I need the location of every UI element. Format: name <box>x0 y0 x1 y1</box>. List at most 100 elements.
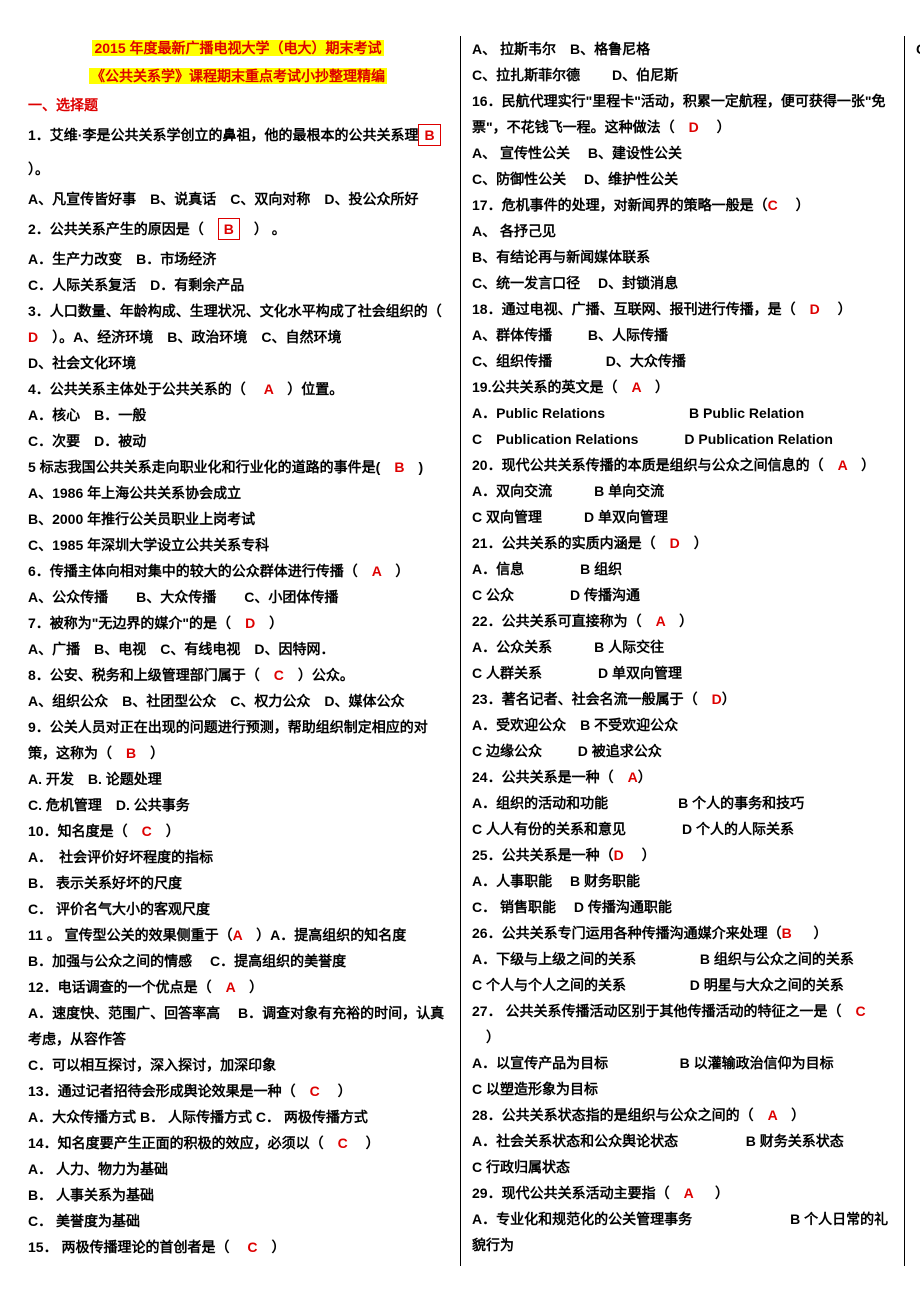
question-text: 23．著名记者、社会名流一般属于（ <box>472 691 712 707</box>
question-11: 11 。 宣传型公关的效果侧重于（A ）A．提高组织的知名度B．加强与公众之间的… <box>28 922 448 974</box>
option-line: B． 表示关系好坏的尺度 <box>28 870 448 896</box>
question-trailing: ） <box>641 379 669 395</box>
question-26: 26．公共关系专门运用各种传播沟通媒介来处理（B ）A．下级与上级之间的关系 B… <box>472 920 892 998</box>
option-line: C．人际关系复活 D．有剩余产品 <box>28 272 448 298</box>
answer-letter: D <box>614 847 624 863</box>
option-line: A、 各抒己见 <box>472 218 892 244</box>
question-trailing: ） <box>348 1135 380 1151</box>
question-trailing: ） <box>624 847 656 863</box>
option-line: A．速度快、范围广、回答率高 B．调查对象有充裕的时间，认真考虑，从容作答 <box>28 1000 448 1052</box>
question-text: 9．公关人员对正在出现的问题进行预测，帮助组织制定相应的对策，这称为（ <box>28 719 428 761</box>
option-line: A． 社会评价好坏程度的指标 <box>28 844 448 870</box>
question-trailing: ） <box>257 1239 285 1255</box>
question-23: 23．著名记者、社会名流一般属于（ D）A．受欢迎公众 B 不受欢迎公众C 边缘… <box>472 686 892 764</box>
section-heading: 一、选择题 <box>28 92 448 118</box>
option-line: A、凡宣传皆好事 B、说真话 C、双向对称 D、投公众所好 <box>28 186 448 212</box>
option-line: C． 美誉度为基础 <box>28 1208 448 1234</box>
question-text: 15． 两极传播理论的首创者是（ <box>28 1239 247 1255</box>
question-trailing: ） <box>136 745 164 761</box>
answer-letter: B <box>418 124 440 146</box>
option-line: C、防御性公关 D、维护性公关 <box>472 166 892 192</box>
option-line: C 公众 D 传播沟通 <box>472 582 892 608</box>
option-line: C. 危机管理 D. 公共事务 <box>28 792 448 818</box>
option-line: C． 销售职能 D 传播沟通职能 <box>472 894 892 920</box>
question-trailing: ） <box>472 1029 500 1045</box>
option-line: B、2000 年推行公关员职业上岗考试 <box>28 506 448 532</box>
question-14: 14．知名度要产生正面的积极的效应，必须以（ C ）A． 人力、物力为基础B． … <box>28 1130 448 1234</box>
answer-letter: D <box>712 691 722 707</box>
question-text: 14．知名度要产生正面的积极的效应，必须以（ <box>28 1135 338 1151</box>
question-text: 3．人口数量、年龄构成、生理状况、文化水平构成了社会组织的（ <box>28 303 456 319</box>
option-line: A．核心 B．一般 <box>28 402 448 428</box>
answer-letter: C <box>855 1003 865 1019</box>
answer-letter: A <box>372 563 382 579</box>
question-text: 26．公共关系专门运用各种传播沟通媒介来处理（ <box>472 925 782 941</box>
question-trailing: ) <box>404 459 423 475</box>
answer-letter: D <box>689 119 699 135</box>
question-7: 7．被称为"无边界的媒介"的是（ D ）A、广播 B、电视 C、有线电视 D、因… <box>28 610 448 662</box>
question-text: 11 。 宣传型公关的效果侧重于（ <box>28 927 233 943</box>
option-line: B、有结论再与新闻媒体联系 <box>472 244 892 270</box>
question-text: 2．公共关系产生的原因是（ <box>28 221 218 237</box>
question-trailing: ） <box>693 1185 729 1201</box>
answer-letter: B <box>394 459 404 475</box>
question-2: 2．公共关系产生的原因是（ B ） 。A．生产力改变 B．市场经济 C．人际关系… <box>28 212 448 298</box>
question-22: 22．公共关系可直接称为（ A ）A．公众关系 B 人际交往C 人群关系 D 单… <box>472 608 892 686</box>
option-line: C Publication Relations D Publication Re… <box>472 426 892 452</box>
question-text: 20．现代公共关系传播的本质是组织与公众之间信息的（ <box>472 457 838 473</box>
question-trailing: ） <box>235 979 263 995</box>
option-line: B． 人事关系为基础 <box>28 1182 448 1208</box>
question-13: 13．通过记者招待会形成舆论效果是一种（ C ）A．大众传播方式 B． 人际传播… <box>28 1078 448 1130</box>
answer-letter: B <box>218 218 240 240</box>
question-trailing: ） <box>320 1083 352 1099</box>
option-line: C 人群关系 D 单双向管理 <box>472 660 892 686</box>
question-text: 24．公共关系是一种（ <box>472 769 628 785</box>
question-trailing: ） <box>699 119 731 135</box>
question-trailing: ） <box>778 197 810 213</box>
answer-letter: C <box>310 1083 320 1099</box>
option-line: C 个人与个人之间的关系 D 明星与大众之间的关系 <box>472 972 892 998</box>
question-text: 5 标志我国公共关系走向职业化和行业化的道路的事件是( <box>28 459 394 475</box>
answer-letter: C <box>274 667 284 683</box>
option-line: C、统一发言口径 D、封锁消息 <box>472 270 892 296</box>
answer-letter: D <box>245 615 255 631</box>
question-24: 24．公共关系是一种（ A）A．组织的活动和功能 B 个人的事务和技巧C 人人有… <box>472 764 892 842</box>
question-trailing: ）。A、经济环境 B、政治环境 C、自然环境 <box>38 329 341 345</box>
question-trailing: ） 。 <box>240 221 286 237</box>
answer-letter: B <box>126 745 136 761</box>
option-line: A．专业化和规范化的公关管理事务 B 个人日常的礼貌行为 <box>472 1206 892 1258</box>
question-trailing: ） <box>792 925 828 941</box>
question-text: 7．被称为"无边界的媒介"的是（ <box>28 615 245 631</box>
question-text: 1．艾维·李是公共关系学创立的鼻祖，他的最根本的公共关系理 <box>28 127 418 143</box>
answer-letter: C <box>247 1239 257 1255</box>
option-line: A． 人力、物力为基础 <box>28 1156 448 1182</box>
option-line: C 行政归属状态 <box>472 1154 892 1180</box>
question-4: 4．公共关系主体处于公共关系的（ A ）位置。A．核心 B．一般 C．次要 D．… <box>28 376 448 454</box>
question-16: 16．民航代理实行"里程卡"活动，积累一定航程，便可获得一张"免票"，不花钱飞一… <box>472 88 892 192</box>
question-trailing: ）A．提高组织的知名度 <box>242 927 406 943</box>
answer-letter: C <box>768 197 778 213</box>
question-trailing: ） <box>722 691 736 707</box>
question-trailing: ）公众。 <box>284 667 354 683</box>
title-line-1: 2015 年度最新广播电视大学（电大）期末考试 <box>92 40 383 56</box>
question-trailing: ） <box>847 457 875 473</box>
answer-letter: D <box>28 329 38 345</box>
option-line: A、1986 年上海公共关系协会成立 <box>28 480 448 506</box>
question-trailing: ）位置。 <box>273 381 343 397</box>
option-line: A．双向交流 B 单向交流 <box>472 478 892 504</box>
question-text: 29．现代公共关系活动主要指（ <box>472 1185 684 1201</box>
question-text: 19.公共关系的英文是（ <box>472 379 631 395</box>
question-21: 21．公共关系的实质内涵是（ D ）A．信息 B 组织C 公众 D 传播沟通 <box>472 530 892 608</box>
question-text: 8．公安、税务和上级管理部门属于（ <box>28 667 274 683</box>
question-18: 18．通过电视、广播、互联网、报刊进行传播，是（ D ）A、群体传播 B、人际传… <box>472 296 892 374</box>
question-6: 6．传播主体向相对集中的较大的公众群体进行传播（ A ）A、公众传播 B、大众传… <box>28 558 448 610</box>
question-8: 8．公安、税务和上级管理部门属于（ C ）公众。A、组织公众 B、社团型公众 C… <box>28 662 448 714</box>
option-line: C 以塑造形象为目标 <box>472 1076 892 1102</box>
option-line: A. 开发 B. 论题处理 <box>28 766 448 792</box>
option-line: C 自古以来就存在的传播行为 <box>916 36 920 62</box>
option-line: A、群体传播 B、人际传播 <box>472 322 892 348</box>
question-text: 6．传播主体向相对集中的较大的公众群体进行传播（ <box>28 563 372 579</box>
question-27: 27． 公共关系传播活动区别于其他传播活动的特征之一是（ C ）A．以宣传产品为… <box>472 998 892 1102</box>
answer-letter: B <box>782 925 792 941</box>
question-text: 12．电话调查的一个优点是（ <box>28 979 226 995</box>
